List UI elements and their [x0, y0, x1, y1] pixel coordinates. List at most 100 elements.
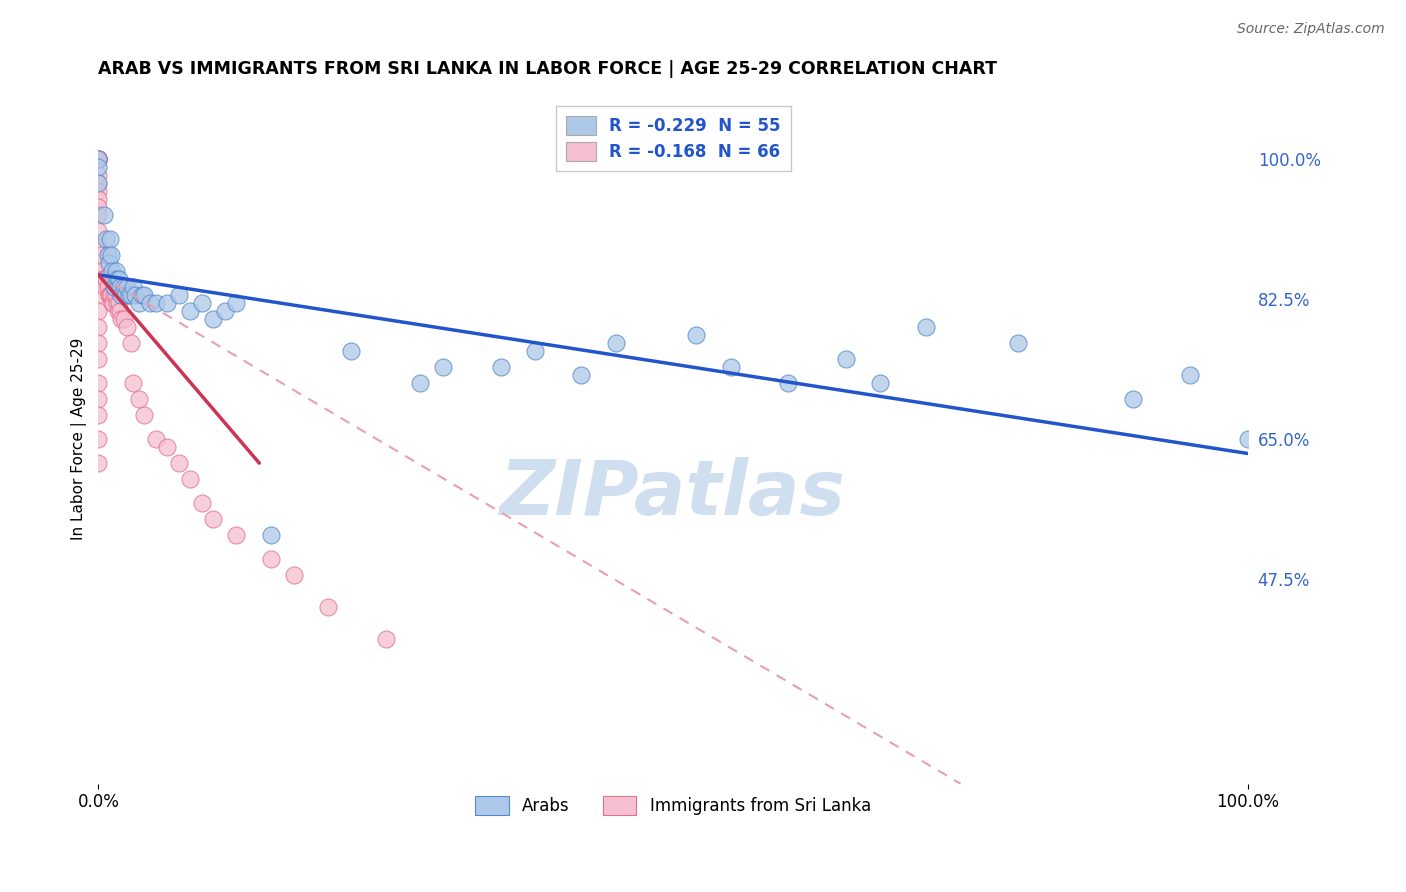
Point	[94, 280, 117, 294]
Point	[202, 512, 225, 526]
Point	[134, 288, 156, 302]
Point	[100, 288, 122, 302]
Point	[156, 440, 179, 454]
Point	[432, 359, 454, 374]
Point	[105, 272, 128, 286]
Point	[260, 528, 283, 542]
Point	[569, 368, 592, 382]
Point	[131, 288, 153, 302]
Point	[134, 408, 156, 422]
Point	[1122, 392, 1144, 406]
Point	[869, 376, 891, 390]
Point	[87, 288, 110, 302]
Point	[87, 256, 110, 270]
Point	[124, 288, 146, 302]
Point	[409, 376, 432, 390]
Point	[915, 319, 938, 334]
Point	[101, 264, 124, 278]
Point	[101, 295, 124, 310]
Point	[87, 456, 110, 470]
Point	[87, 376, 110, 390]
Point	[120, 288, 142, 302]
Point	[340, 343, 363, 358]
Point	[87, 152, 110, 166]
Point	[110, 288, 132, 302]
Point	[87, 240, 110, 254]
Point	[107, 303, 129, 318]
Point	[167, 456, 190, 470]
Point	[145, 295, 167, 310]
Point	[87, 200, 110, 214]
Point	[104, 264, 127, 278]
Point	[93, 272, 115, 286]
Point	[202, 311, 225, 326]
Point	[103, 272, 125, 286]
Point	[489, 359, 512, 374]
Point	[112, 280, 135, 294]
Point	[105, 295, 128, 310]
Point	[121, 280, 143, 294]
Point	[87, 184, 110, 198]
Point	[1007, 335, 1029, 350]
Point	[87, 192, 110, 206]
Point	[225, 528, 247, 542]
Point	[87, 408, 110, 422]
Point	[115, 319, 138, 334]
Text: ARAB VS IMMIGRANTS FROM SRI LANKA IN LABOR FORCE | AGE 25-29 CORRELATION CHART: ARAB VS IMMIGRANTS FROM SRI LANKA IN LAB…	[98, 60, 997, 78]
Point	[1237, 432, 1260, 446]
Point	[191, 295, 214, 310]
Point	[87, 160, 110, 174]
Point	[107, 280, 129, 294]
Point	[87, 272, 110, 286]
Point	[90, 264, 112, 278]
Point	[87, 152, 110, 166]
Point	[87, 152, 110, 166]
Legend: Arabs, Immigrants from Sri Lanka: Arabs, Immigrants from Sri Lanka	[467, 788, 879, 823]
Point	[87, 351, 110, 366]
Point	[283, 568, 305, 582]
Point	[93, 208, 115, 222]
Point	[374, 632, 396, 647]
Point	[97, 288, 120, 302]
Point	[108, 295, 131, 310]
Point	[834, 351, 856, 366]
Point	[156, 295, 179, 310]
Y-axis label: In Labor Force | Age 25-29: In Labor Force | Age 25-29	[72, 338, 87, 541]
Point	[87, 152, 110, 166]
Point	[114, 288, 136, 302]
Point	[720, 359, 742, 374]
Point	[87, 224, 110, 238]
Point	[605, 335, 627, 350]
Text: ZIPatlas: ZIPatlas	[501, 458, 846, 532]
Text: Source: ZipAtlas.com: Source: ZipAtlas.com	[1237, 22, 1385, 37]
Point	[524, 343, 547, 358]
Point	[167, 288, 190, 302]
Point	[87, 152, 110, 166]
Point	[118, 288, 141, 302]
Point	[87, 152, 110, 166]
Point	[145, 432, 167, 446]
Point	[139, 295, 162, 310]
Point	[96, 248, 118, 262]
Point	[225, 295, 247, 310]
Point	[103, 288, 125, 302]
Point	[90, 248, 112, 262]
Point	[316, 600, 339, 615]
Point	[87, 432, 110, 446]
Point	[97, 256, 120, 270]
Point	[87, 176, 110, 190]
Point	[87, 303, 110, 318]
Point	[96, 280, 118, 294]
Point	[128, 295, 150, 310]
Point	[112, 311, 135, 326]
Point	[103, 280, 125, 294]
Point	[120, 335, 142, 350]
Point	[778, 376, 800, 390]
Point	[87, 152, 110, 166]
Point	[108, 272, 131, 286]
Point	[100, 248, 122, 262]
Point	[96, 232, 118, 246]
Point	[214, 303, 236, 318]
Point	[87, 152, 110, 166]
Point	[104, 288, 127, 302]
